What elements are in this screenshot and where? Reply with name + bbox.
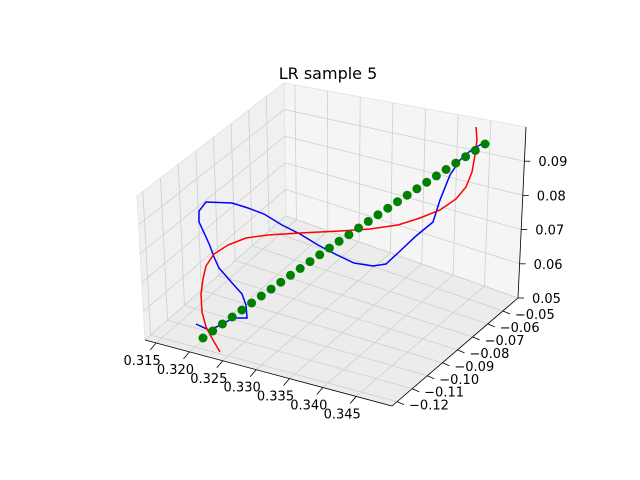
green-data-point bbox=[256, 291, 266, 301]
green-data-point bbox=[227, 312, 237, 322]
green-data-point bbox=[441, 165, 451, 174]
z-tick-label: 0.09 bbox=[538, 155, 567, 170]
x-tick-mark bbox=[216, 360, 224, 369]
x-tick-label: 0.315 bbox=[124, 354, 161, 369]
axis-lines bbox=[144, 126, 531, 407]
green-data-point bbox=[198, 333, 208, 343]
x-tick-mark bbox=[316, 387, 324, 395]
y-tick-label: −0.10 bbox=[439, 373, 479, 388]
z-gridline bbox=[141, 162, 522, 283]
green-data-point bbox=[315, 250, 325, 260]
y-tick-label: −0.12 bbox=[409, 399, 449, 414]
x-tick-mark bbox=[183, 351, 190, 360]
z-gridline bbox=[144, 215, 519, 341]
green-data-point bbox=[237, 305, 247, 315]
y-tick-mark bbox=[396, 401, 405, 406]
y-tick-mark bbox=[502, 310, 511, 315]
green-data-point bbox=[334, 236, 344, 246]
z-gridline bbox=[143, 188, 520, 312]
z-gridline bbox=[138, 109, 525, 226]
green-data-point bbox=[402, 190, 412, 200]
series-red-line bbox=[200, 126, 478, 353]
green-data-point bbox=[383, 203, 393, 213]
x-tick-label: 0.320 bbox=[157, 363, 194, 378]
green-data-point bbox=[412, 184, 422, 194]
y-tick-mark bbox=[442, 362, 450, 367]
y-tick-mark bbox=[427, 375, 435, 380]
series-green-points bbox=[198, 139, 490, 343]
x-tick-label: 0.325 bbox=[190, 372, 227, 387]
grid-lines bbox=[138, 84, 525, 403]
x-tick-mark bbox=[149, 342, 157, 351]
x-tick-label: 0.335 bbox=[257, 390, 294, 405]
z-gridline bbox=[139, 135, 523, 254]
green-data-point bbox=[354, 223, 364, 233]
green-data-point bbox=[393, 197, 402, 207]
y-tick-label: −0.08 bbox=[470, 347, 510, 362]
green-data-point bbox=[217, 319, 227, 329]
x-tick-label: 0.345 bbox=[324, 407, 361, 422]
green-data-point bbox=[266, 284, 276, 294]
x-tick-label: 0.340 bbox=[290, 399, 327, 414]
y-tick-mark bbox=[412, 388, 420, 393]
x-tick-mark bbox=[349, 396, 357, 404]
green-data-point bbox=[461, 152, 471, 162]
green-data-point bbox=[295, 264, 305, 273]
green-data-point bbox=[276, 277, 286, 287]
green-data-point bbox=[344, 230, 354, 240]
green-data-point bbox=[305, 257, 315, 267]
y-tick-mark bbox=[457, 349, 465, 354]
z-tick-label: 0.08 bbox=[537, 189, 566, 204]
green-data-point bbox=[286, 270, 295, 280]
y-tick-label: −0.07 bbox=[485, 334, 525, 349]
y-tick-label: −0.11 bbox=[424, 386, 464, 401]
chart-title: LR sample 5 bbox=[279, 64, 378, 83]
y-tick-mark bbox=[472, 336, 480, 341]
green-data-point bbox=[324, 243, 334, 253]
z-tick-label: 0.06 bbox=[534, 258, 563, 273]
green-data-point bbox=[422, 177, 432, 187]
y-axis-line bbox=[391, 297, 519, 407]
green-data-point bbox=[451, 158, 461, 168]
x-tick-mark bbox=[283, 378, 290, 386]
y-tick-label: −0.09 bbox=[454, 360, 494, 375]
green-data-point bbox=[480, 139, 490, 149]
green-data-point bbox=[247, 298, 257, 308]
y-tick-label: −0.06 bbox=[500, 321, 540, 336]
z-axis-line bbox=[517, 126, 527, 299]
green-data-point bbox=[431, 171, 441, 181]
x-tick-label: 0.330 bbox=[224, 381, 261, 396]
green-data-point bbox=[470, 145, 480, 155]
x-axis-line bbox=[144, 339, 393, 407]
green-data-point bbox=[363, 216, 373, 226]
y-tick-label: −0.05 bbox=[515, 308, 555, 323]
z-tick-label: 0.05 bbox=[532, 292, 561, 307]
green-data-point bbox=[208, 326, 218, 336]
data-series bbox=[195, 126, 490, 353]
green-data-point bbox=[373, 210, 383, 220]
z-tick-label: 0.07 bbox=[535, 224, 564, 239]
y-tick-mark bbox=[487, 323, 495, 328]
x-tick-mark bbox=[249, 369, 257, 377]
